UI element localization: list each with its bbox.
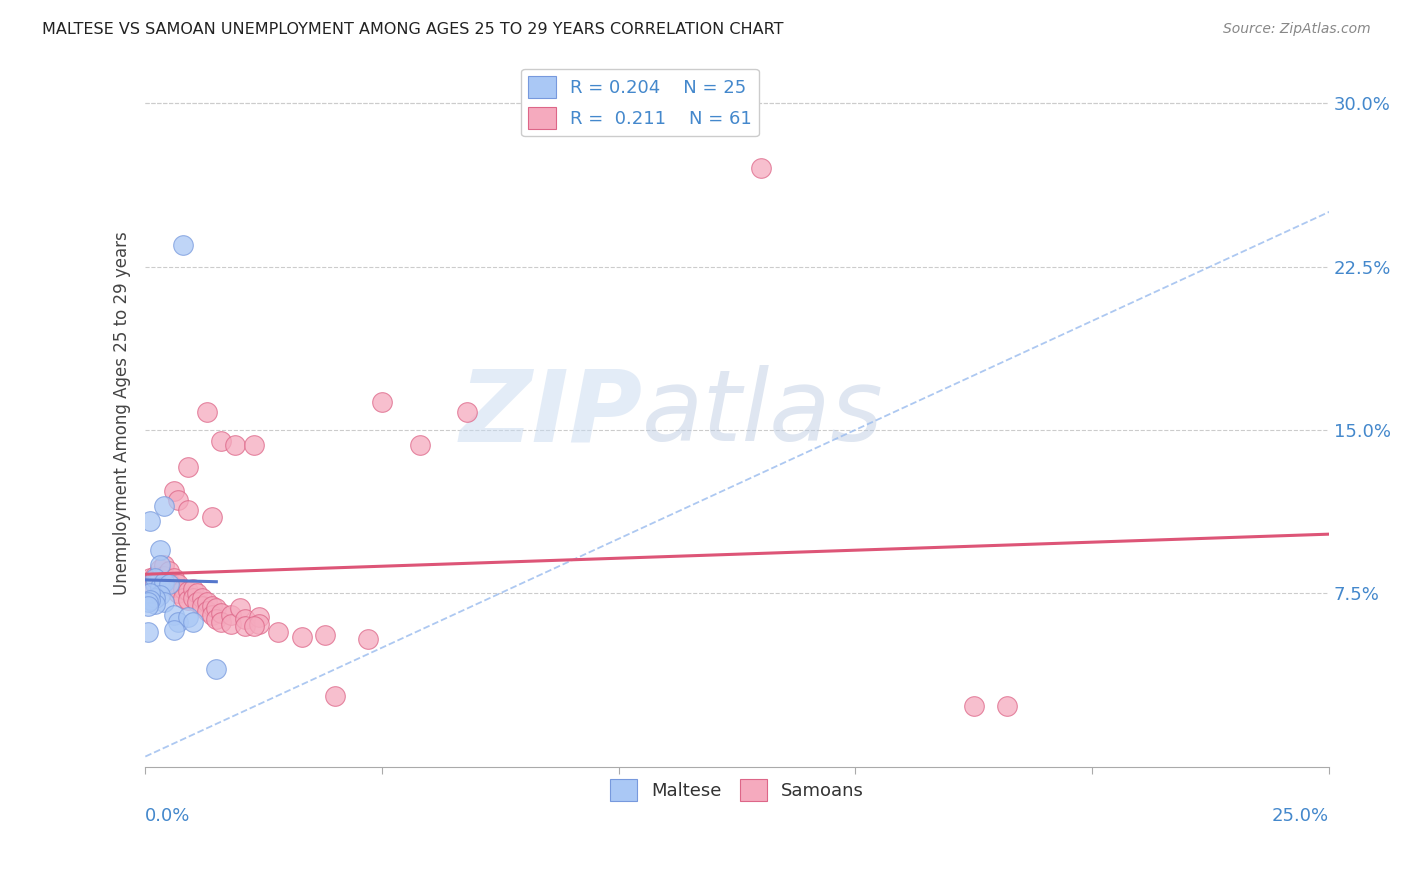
- Point: [409, 438, 432, 452]
- Point: [191, 591, 214, 605]
- Point: [191, 599, 214, 614]
- Point: [167, 615, 190, 629]
- Point: [177, 459, 200, 474]
- Point: [163, 624, 186, 638]
- Point: [153, 499, 176, 513]
- Point: [177, 503, 200, 517]
- Text: MALTESE VS SAMOAN UNEMPLOYMENT AMONG AGES 25 TO 29 YEARS CORRELATION CHART: MALTESE VS SAMOAN UNEMPLOYMENT AMONG AGE…: [42, 22, 783, 37]
- Text: 25.0%: 25.0%: [1271, 806, 1329, 824]
- Point: [143, 575, 166, 590]
- Point: [290, 630, 312, 644]
- Point: [195, 604, 218, 618]
- Point: [172, 591, 194, 605]
- Point: [148, 562, 170, 576]
- Point: [143, 577, 166, 591]
- Point: [456, 405, 478, 419]
- Point: [177, 610, 200, 624]
- Point: [209, 606, 232, 620]
- Point: [148, 542, 170, 557]
- Point: [148, 588, 170, 602]
- Point: [181, 615, 204, 629]
- Point: [371, 394, 394, 409]
- Point: [219, 616, 242, 631]
- Point: [209, 434, 232, 448]
- Point: [181, 582, 204, 596]
- Point: [167, 577, 190, 591]
- Y-axis label: Unemployment Among Ages 25 to 29 years: Unemployment Among Ages 25 to 29 years: [114, 232, 131, 595]
- Point: [186, 595, 208, 609]
- Point: [139, 514, 162, 528]
- Point: [163, 571, 186, 585]
- Point: [181, 591, 204, 605]
- Point: [153, 575, 176, 590]
- Point: [357, 632, 380, 646]
- Point: [247, 616, 270, 631]
- Point: [167, 586, 190, 600]
- Point: [163, 580, 186, 594]
- Point: [267, 625, 290, 640]
- Point: [163, 483, 186, 498]
- Point: [153, 595, 176, 609]
- Point: [233, 612, 256, 626]
- Text: 0.0%: 0.0%: [145, 806, 191, 824]
- Point: [247, 610, 270, 624]
- Text: atlas: atlas: [643, 365, 884, 462]
- Point: [243, 619, 266, 633]
- Point: [139, 592, 162, 607]
- Point: [136, 599, 159, 614]
- Point: [224, 438, 246, 452]
- Point: [136, 625, 159, 640]
- Text: Source: ZipAtlas.com: Source: ZipAtlas.com: [1223, 22, 1371, 37]
- Legend: Maltese, Samoans: Maltese, Samoans: [603, 772, 872, 808]
- Point: [143, 568, 166, 582]
- Point: [323, 689, 346, 703]
- Point: [167, 492, 190, 507]
- Point: [186, 586, 208, 600]
- Point: [136, 595, 159, 609]
- Point: [148, 580, 170, 594]
- Point: [139, 586, 162, 600]
- Point: [749, 161, 772, 176]
- Point: [195, 405, 218, 419]
- Point: [148, 558, 170, 572]
- Point: [200, 599, 222, 614]
- Point: [233, 619, 256, 633]
- Text: ZIP: ZIP: [460, 365, 643, 462]
- Point: [205, 601, 228, 615]
- Point: [139, 577, 162, 591]
- Point: [153, 568, 176, 582]
- Point: [177, 584, 200, 599]
- Point: [200, 607, 222, 622]
- Point: [243, 438, 266, 452]
- Point: [200, 510, 222, 524]
- Point: [314, 627, 336, 641]
- Point: [157, 575, 180, 590]
- Point: [172, 237, 194, 252]
- Point: [139, 571, 162, 585]
- Point: [143, 591, 166, 605]
- Point: [177, 592, 200, 607]
- Point: [195, 595, 218, 609]
- Point: [963, 699, 986, 714]
- Point: [163, 607, 186, 622]
- Point: [153, 558, 176, 572]
- Point: [157, 565, 180, 579]
- Point: [219, 607, 242, 622]
- Point: [229, 601, 252, 615]
- Point: [205, 612, 228, 626]
- Point: [205, 662, 228, 676]
- Point: [157, 577, 180, 591]
- Point: [143, 571, 166, 585]
- Point: [209, 615, 232, 629]
- Point: [148, 571, 170, 585]
- Point: [995, 699, 1018, 714]
- Point: [172, 582, 194, 596]
- Point: [143, 597, 166, 611]
